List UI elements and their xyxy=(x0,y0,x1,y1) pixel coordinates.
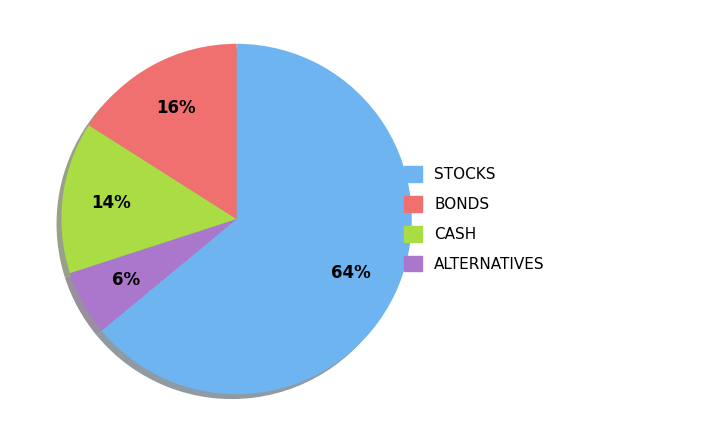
Wedge shape xyxy=(61,125,237,273)
Text: 64%: 64% xyxy=(331,264,371,282)
Text: 16%: 16% xyxy=(156,99,196,117)
Text: 14%: 14% xyxy=(92,194,131,212)
Wedge shape xyxy=(89,44,237,219)
Legend: STOCKS, BONDS, CASH, ALTERNATIVES: STOCKS, BONDS, CASH, ALTERNATIVES xyxy=(397,160,551,278)
Text: 6%: 6% xyxy=(112,271,140,289)
Wedge shape xyxy=(102,44,412,394)
Wedge shape xyxy=(70,219,237,331)
